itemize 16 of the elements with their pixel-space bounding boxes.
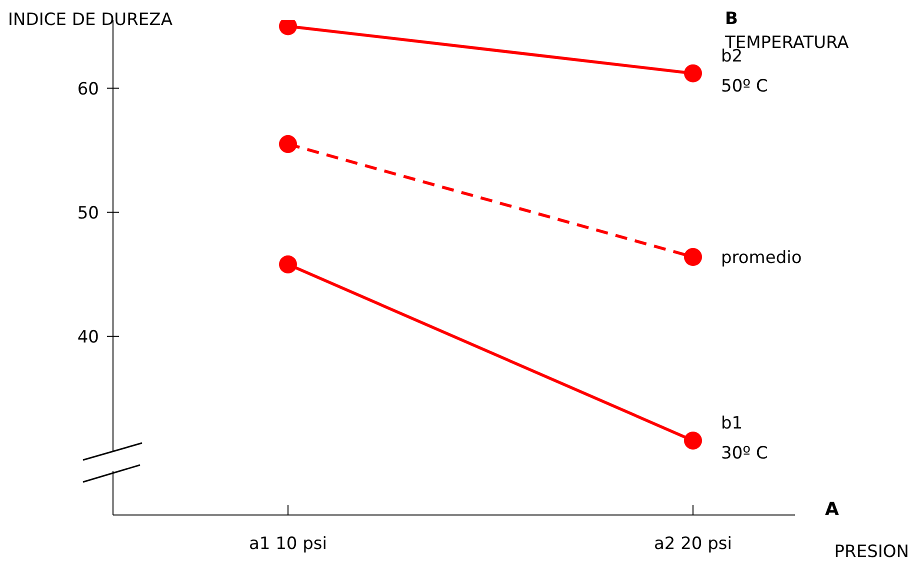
- x-tick-label: a1 10 psi: [248, 534, 328, 554]
- series-label: promedio: [721, 248, 802, 268]
- annotation: B: [725, 9, 738, 29]
- point: [684, 432, 702, 450]
- series-label: b1 30º C: [721, 414, 768, 464]
- point: [684, 64, 702, 82]
- x-axis-title: PRESION: [834, 542, 909, 562]
- point: [684, 248, 702, 266]
- point: [279, 255, 297, 274]
- y-tick-label: 50: [77, 203, 99, 224]
- text: A: [825, 499, 839, 520]
- point: [279, 135, 297, 154]
- y-tick-label: 60: [77, 79, 99, 100]
- x-tick-label: a2 20 psi: [654, 534, 732, 554]
- y-axis-title: INDICE DE DUREZA: [8, 10, 173, 30]
- y-tick-label: 40: [77, 327, 99, 348]
